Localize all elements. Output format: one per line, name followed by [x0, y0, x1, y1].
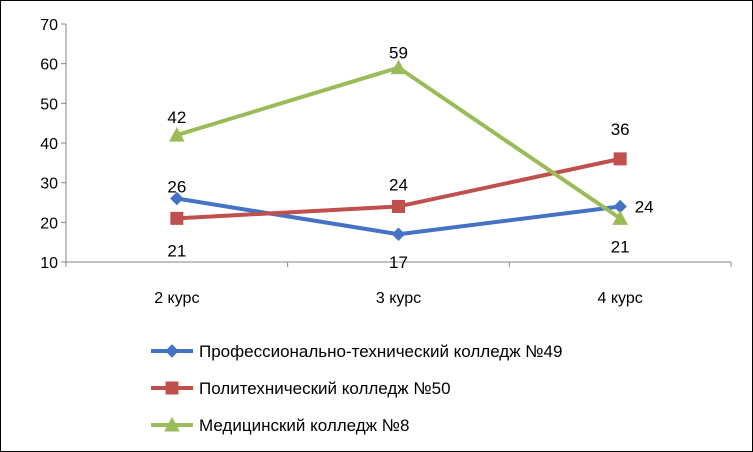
data-point — [390, 59, 407, 75]
x-tick-label: 3 курс — [376, 290, 421, 307]
data-label: 24 — [635, 197, 654, 216]
y-tick-label: 20 — [40, 215, 58, 232]
data-label: 17 — [389, 253, 408, 272]
legend-label: Профессионально-технический колледж №49 — [199, 342, 562, 361]
data-point — [170, 191, 184, 206]
legend-marker — [165, 381, 179, 395]
legend-label: Политехнический колледж №50 — [199, 379, 451, 398]
data-label: 26 — [167, 178, 186, 197]
data-point — [613, 152, 627, 166]
data-label: 59 — [389, 44, 408, 63]
y-tick-label: 50 — [40, 96, 58, 113]
data-label: 21 — [167, 241, 186, 260]
y-tick-label: 10 — [40, 255, 58, 272]
data-label: 36 — [611, 120, 630, 139]
data-label: 42 — [167, 108, 186, 127]
data-point — [170, 211, 184, 225]
y-tick-label: 70 — [40, 17, 58, 34]
y-tick-label: 60 — [40, 57, 58, 74]
y-tick-label: 40 — [40, 136, 58, 153]
legend-marker — [164, 416, 180, 432]
legend: Профессионально-технический колледж №49 П… — [151, 342, 562, 435]
data-point — [392, 199, 405, 213]
data-label: 24 — [389, 175, 408, 194]
series-lines — [168, 59, 629, 241]
data-point — [391, 227, 406, 241]
data-label: 21 — [611, 237, 630, 256]
data-point — [168, 127, 185, 142]
axes: 10 20 30 40 50 60 70 2 курс 3 курс 4 курс — [40, 17, 732, 307]
legend-marker — [165, 344, 179, 358]
x-tick-label: 2 курс — [154, 290, 199, 307]
series-line — [176, 65, 622, 221]
data-labels: 26 17 24 21 24 36 42 59 21 — [167, 44, 653, 273]
data-point — [612, 210, 629, 225]
x-tick-label: 4 курс — [598, 290, 643, 307]
y-tick-label: 30 — [40, 176, 58, 193]
legend-label: Медицинский колледж №8 — [199, 416, 409, 435]
